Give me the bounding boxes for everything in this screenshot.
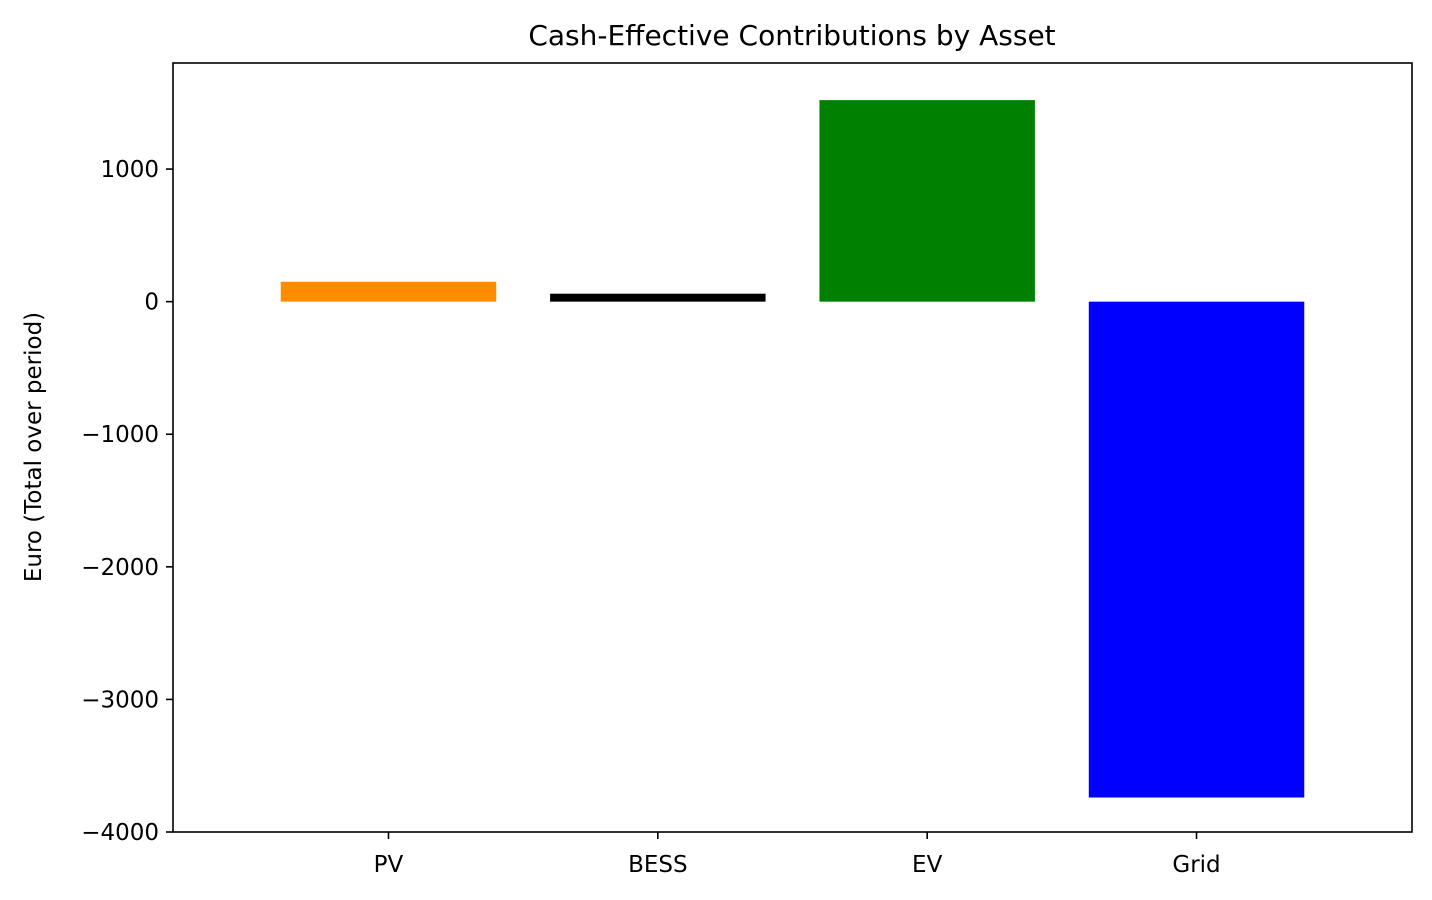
x-ticks: PV BESS EV Grid [374,832,1221,878]
bar-ev [819,100,1035,302]
y-axis-label: Euro (Total over period) [21,312,47,582]
plot-frame [172,62,1413,833]
x-tick-label: PV [374,852,404,878]
y-tick-label: 1000 [100,157,159,183]
x-tick-label: EV [912,852,943,878]
x-tick-label: Grid [1172,852,1220,878]
bar-pv [280,281,497,302]
y-tick-label: −1000 [81,422,159,448]
y-tick-label: −2000 [81,555,159,581]
y-tick-label: 0 [144,290,159,316]
y-ticks: −4000 −3000 −2000 −1000 0 1000 [81,157,173,846]
bar-bess [550,293,766,302]
bars-layer [280,100,1305,798]
y-tick-label: −3000 [81,687,159,713]
y-tick-label: −4000 [81,820,159,846]
bar-grid [1088,301,1305,798]
chart-title: Cash-Effective Contributions by Asset [528,19,1055,52]
x-tick-label: BESS [628,852,688,878]
